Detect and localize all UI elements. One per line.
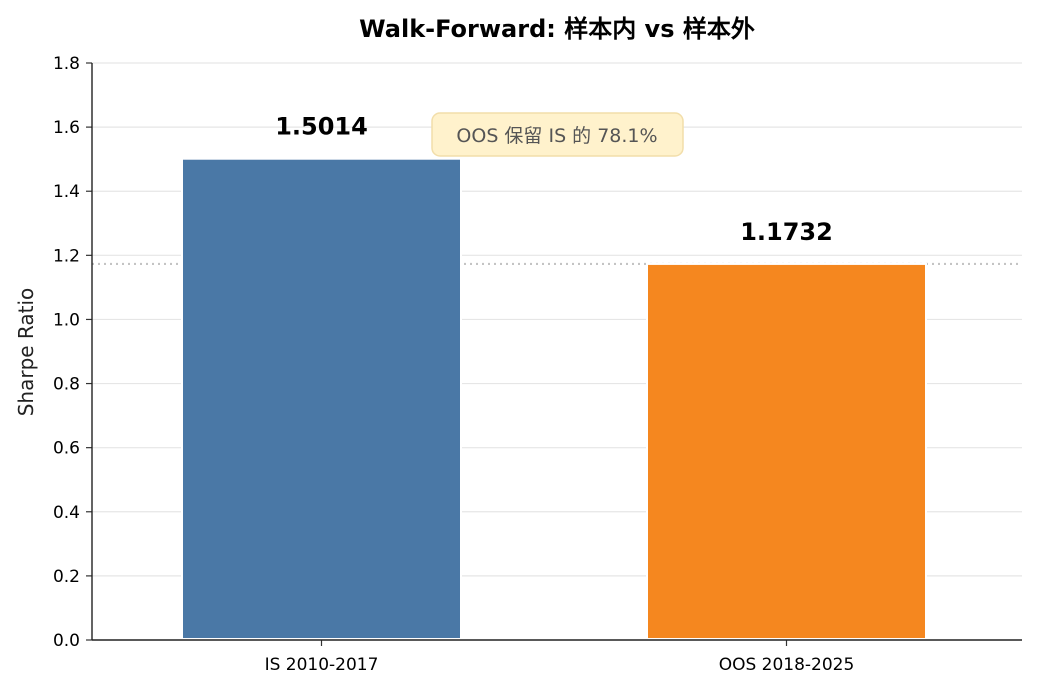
y-tick-label: 0.0 xyxy=(53,631,80,651)
axes xyxy=(86,62,1022,646)
y-tick-label: 0.4 xyxy=(53,503,80,523)
y-tick-label: 0.8 xyxy=(53,375,80,395)
tick-labels: 0.0 0.2 0.4 0.6 0.8 1.0 1.2 1.4 1.6 1.8 IS 2010-20… xyxy=(53,54,854,675)
y-axis-label: Sharpe Ratio xyxy=(14,288,38,417)
bar xyxy=(646,262,927,640)
y-tick-label: 1.6 xyxy=(53,118,80,138)
y-tick-label: 0.6 xyxy=(53,439,80,459)
bar-value-label: 1.1732 xyxy=(740,218,833,246)
y-tick-label: 0.2 xyxy=(53,567,80,587)
bar xyxy=(181,157,462,640)
x-tick-label: OOS 2018-2025 xyxy=(719,655,855,675)
y-tick-label: 1.8 xyxy=(53,54,80,74)
annotation-box xyxy=(431,112,684,157)
retention-annotation: OOS 保留 IS 的 78.1% xyxy=(431,112,684,157)
bars xyxy=(181,157,927,640)
y-tick-label: 1.2 xyxy=(53,246,80,266)
annotation-text: OOS 保留 IS 的 78.1% xyxy=(456,125,657,147)
chart-title: Walk-Forward: 样本内 vs 样本外 xyxy=(359,15,755,43)
bar-value-label: 1.5014 xyxy=(275,113,368,141)
x-tick-label: IS 2010-2017 xyxy=(265,655,379,675)
data-labels: 1.5014 1.1732 xyxy=(275,113,833,246)
y-tick-label: 1.0 xyxy=(53,310,80,330)
y-tick-label: 1.4 xyxy=(53,182,80,202)
